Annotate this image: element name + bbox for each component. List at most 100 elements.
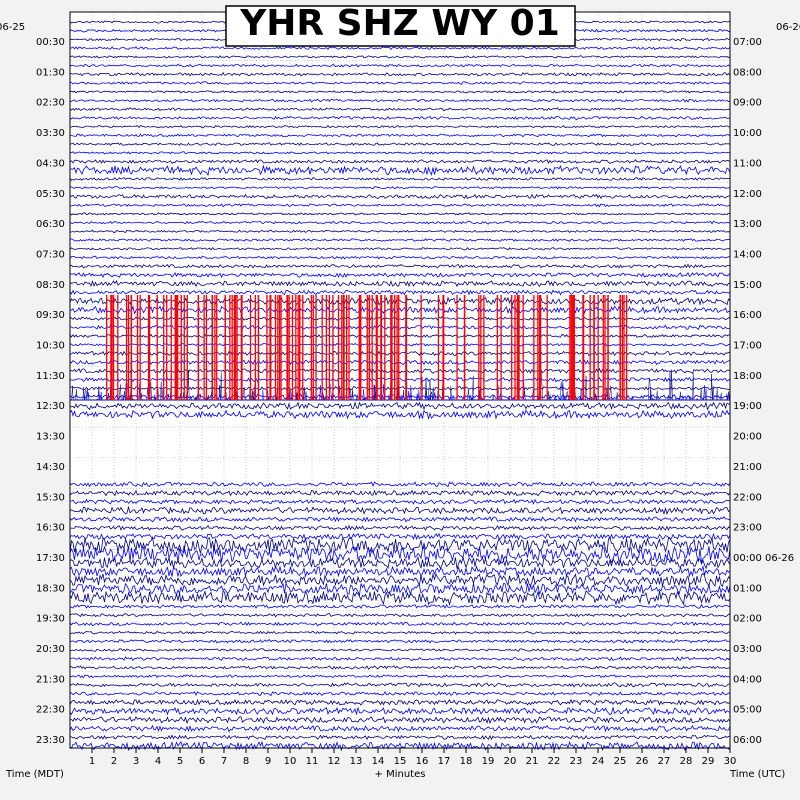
seismic-trace: [69, 545, 731, 565]
seismic-trace: [69, 665, 731, 670]
right-time-label: 20:00: [733, 432, 762, 443]
left-axis-label: Time (MDT): [5, 769, 64, 780]
seismic-trace: [70, 630, 731, 635]
right-time-label: 14:00: [733, 249, 762, 260]
x-tick-label: 16: [416, 756, 429, 767]
title-box: [225, 5, 576, 47]
seismic-trace: [69, 151, 731, 155]
seismic-trace: [69, 505, 731, 516]
seismic-trace: [69, 212, 731, 216]
left-time-label: 09:30: [36, 310, 65, 321]
x-tick-label: 13: [350, 756, 363, 767]
left-time-label: 20:30: [36, 644, 65, 655]
right-time-label: 12:00: [733, 189, 762, 200]
x-tick-label: 22: [548, 756, 561, 767]
seismic-trace: [69, 238, 731, 242]
seismic-trace: [69, 621, 731, 627]
x-tick-label: 6: [199, 756, 205, 767]
right-corner-date: 06-26: [776, 22, 800, 33]
right-time-label: 10:00: [733, 128, 762, 139]
seismic-trace: [69, 142, 731, 147]
left-time-label: 10:30: [36, 341, 65, 352]
seismic-trace: [69, 590, 731, 606]
seismic-trace: [69, 46, 731, 51]
x-tick-label: 10: [284, 756, 297, 767]
seismic-trace: [69, 581, 731, 597]
right-time-label: 11:00: [733, 158, 762, 169]
seismic-trace: [69, 555, 731, 570]
x-tick-label: 15: [394, 756, 407, 767]
right-time-label: 17:00: [733, 341, 762, 352]
x-tick-label: 25: [614, 756, 627, 767]
seismic-trace: [69, 564, 731, 578]
left-time-label: 16:30: [36, 523, 65, 534]
x-tick-label: 1: [89, 756, 95, 767]
seismic-trace: [69, 498, 731, 505]
seismic-trace: [69, 247, 731, 251]
left-time-label: 21:30: [36, 674, 65, 685]
left-time-label: 23:30: [36, 735, 65, 746]
right-time-label: 09:00: [733, 98, 762, 109]
right-time-label: 15:00: [733, 280, 762, 291]
seismic-trace: [69, 193, 731, 200]
seismic-trace: [69, 280, 731, 288]
right-time-label: 05:00: [733, 705, 762, 716]
seismic-trace: [69, 524, 731, 532]
right-time-label: 07:00: [733, 37, 762, 48]
left-time-label: 17:30: [36, 553, 65, 564]
left-time-label: 04:30: [36, 158, 65, 169]
seismic-trace: [69, 489, 731, 497]
left-corner-date: 06-25: [0, 22, 25, 33]
seismic-trace: [69, 639, 731, 644]
chart-title: YHR SHZ WY 01: [239, 3, 560, 44]
seismic-trace: [69, 535, 731, 555]
left-time-label: 08:30: [36, 280, 65, 291]
right-time-label: 19:00: [733, 401, 762, 412]
left-time-label: 15:30: [36, 492, 65, 503]
seismic-trace: [69, 124, 731, 129]
left-time-label: 18:30: [36, 583, 65, 594]
x-tick-label: 18: [460, 756, 473, 767]
x-tick-label: 12: [328, 756, 341, 767]
seismic-trace: [69, 656, 731, 662]
x-axis-label: + Minutes: [375, 769, 426, 780]
right-time-label: 22:00: [733, 492, 762, 503]
right-time-label: 21:00: [733, 462, 762, 473]
right-time-label: 06:00: [733, 735, 762, 746]
seismic-trace: [69, 706, 731, 716]
x-tick-label: 19: [482, 756, 495, 767]
right-time-label: 01:00: [733, 583, 762, 594]
x-tick-label: 24: [592, 756, 605, 767]
x-tick-label: 9: [265, 756, 271, 767]
left-time-label: 03:30: [36, 128, 65, 139]
seismic-trace: [69, 480, 731, 488]
seismic-trace: [69, 220, 731, 225]
left-time-label: 01:30: [36, 67, 65, 78]
right-time-label: 16:00: [733, 310, 762, 321]
right-time-label: 00:00 06-26: [733, 553, 794, 564]
seismic-trace: [69, 177, 731, 181]
left-time-labels: 00:30 01:30 02:30 03:30 04:30 05:30 06:30 07:30…: [36, 37, 65, 746]
seismic-trace: [69, 98, 731, 103]
seismic-trace: [70, 715, 731, 725]
x-tick-label: 5: [177, 756, 183, 767]
seismic-trace: [69, 107, 731, 112]
seismic-trace: [69, 532, 731, 541]
seismic-trace: [69, 115, 731, 121]
seismic-trace: [69, 133, 731, 138]
seismic-trace: [69, 516, 730, 523]
x-tick-label: 7: [221, 756, 227, 767]
seismic-trace: [69, 72, 731, 77]
seismic-trace: [69, 648, 731, 653]
left-time-label: 12:30: [36, 401, 65, 412]
seismic-trace: [69, 724, 731, 733]
left-time-label: 06:30: [36, 219, 65, 230]
x-tick-label: 29: [702, 756, 715, 767]
x-tick-label: 8: [243, 756, 249, 767]
seismic-trace: [69, 572, 731, 588]
left-time-label: 05:30: [36, 189, 65, 200]
left-time-label: 11:30: [36, 371, 65, 382]
left-time-label: 07:30: [36, 249, 65, 260]
seismic-trace: [69, 81, 731, 86]
